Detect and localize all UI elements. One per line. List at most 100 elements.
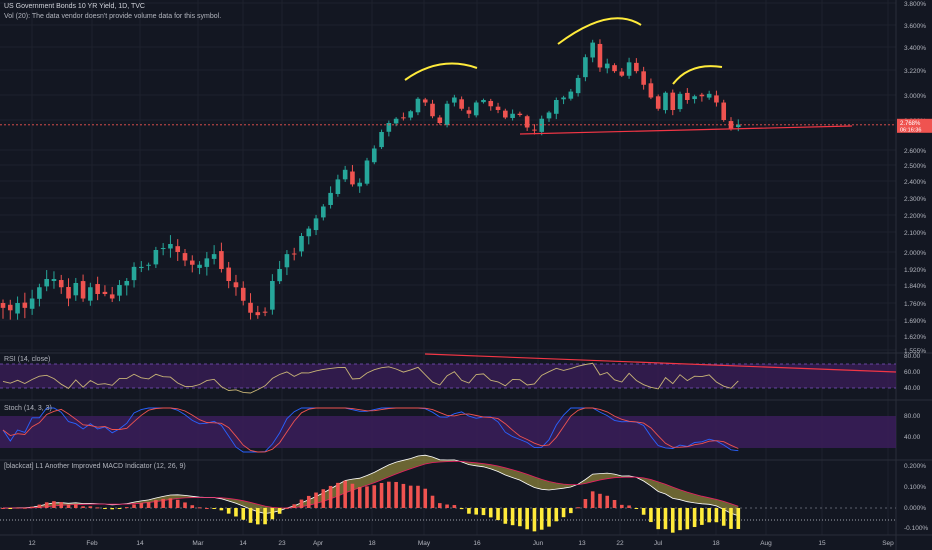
- candle-body: [670, 92, 676, 110]
- time-tick-label: 18: [712, 540, 720, 547]
- macd-histogram-bar: [226, 508, 231, 514]
- macd-histogram-bar: [306, 495, 311, 508]
- macd-histogram-bar: [357, 486, 362, 508]
- price-tick-label: 2.600%: [904, 148, 926, 155]
- macd-histogram-bar: [52, 501, 56, 508]
- candle-body: [44, 279, 49, 287]
- time-tick-label: Aug: [760, 540, 772, 547]
- candle-body: [357, 182, 363, 187]
- time-tick-label: 22: [616, 540, 624, 547]
- candle-body: [714, 95, 719, 103]
- candle-body: [415, 98, 421, 113]
- macd-histogram-bar: [547, 508, 551, 527]
- time-tick-label: 23: [278, 540, 286, 547]
- candle-body: [117, 285, 122, 296]
- time-tick-label: May: [418, 540, 431, 547]
- candle-body: [335, 179, 341, 195]
- macd-histogram-bar: [234, 508, 238, 517]
- candle-body: [721, 102, 727, 120]
- candle-body: [604, 63, 610, 69]
- macd-histogram-bar: [496, 508, 500, 521]
- time-tick-label: 12: [28, 540, 36, 547]
- candle-body: [270, 281, 275, 310]
- time-tick-label: Jun: [533, 540, 544, 547]
- macd-histogram-bar: [685, 508, 690, 530]
- macd-histogram-bar: [729, 508, 733, 529]
- candle-body: [139, 266, 144, 269]
- macd-histogram-bar: [379, 482, 384, 508]
- macd-histogram-bar: [663, 508, 668, 530]
- candle-body: [197, 264, 202, 268]
- candle-body: [575, 77, 581, 94]
- candle-body: [371, 148, 377, 163]
- candle-body: [699, 94, 705, 97]
- time-tick-label: Jul: [654, 540, 663, 547]
- macd-histogram-bar: [343, 480, 347, 508]
- candle-body: [66, 286, 71, 299]
- macd-histogram-bar: [401, 483, 406, 508]
- stoch-tick-label: 80.00: [904, 413, 921, 420]
- macd-histogram-bar: [285, 507, 289, 509]
- price-tick-label: 2.000%: [904, 250, 926, 257]
- candle-body: [677, 93, 683, 110]
- macd-histogram-bar: [670, 508, 675, 533]
- candle-body: [459, 99, 464, 109]
- candle-body: [488, 100, 494, 107]
- macd-histogram-bar: [532, 508, 537, 532]
- price-tick-label: 2.500%: [904, 163, 926, 170]
- macd-histogram-bar: [721, 508, 726, 526]
- macd-histogram-bar: [503, 508, 508, 524]
- macd-histogram-bar: [66, 504, 71, 508]
- macd-histogram-bar: [474, 508, 478, 515]
- candle-body: [444, 103, 450, 125]
- macd-histogram-bar: [678, 508, 682, 531]
- drawings[interactable]: [404, 17, 897, 373]
- time-tick-label: Apr: [313, 540, 324, 547]
- macd-histogram-bar: [488, 508, 493, 518]
- candle-body: [284, 254, 290, 268]
- candle-body: [262, 311, 268, 313]
- candle-body: [655, 96, 661, 109]
- macd-tick-label: 0.000%: [904, 505, 926, 512]
- candle-body: [233, 282, 239, 288]
- macd-histogram-bar: [620, 504, 624, 508]
- macd-histogram-bar: [190, 505, 195, 508]
- candle-body: [452, 97, 457, 103]
- price-tick-label: 1.760%: [904, 301, 926, 308]
- stoch-band: [0, 416, 896, 448]
- candle-body: [321, 206, 326, 218]
- macd-histogram-bar: [387, 481, 391, 508]
- macd-histogram-bar: [154, 500, 158, 508]
- candle-body: [692, 96, 697, 100]
- candle-body: [168, 244, 173, 249]
- price-tick-label: 2.100%: [904, 230, 926, 237]
- candle-body: [517, 113, 523, 115]
- candle-body: [219, 251, 224, 269]
- candle-body: [685, 92, 690, 100]
- price-tick-label: 1.840%: [904, 283, 926, 290]
- rsi-tick-label: 80.00: [904, 353, 921, 360]
- macd-histogram-bar: [372, 485, 377, 508]
- macd-histogram-bar: [554, 508, 559, 522]
- candle-body: [0, 303, 6, 308]
- candle-body: [641, 71, 646, 85]
- candle-body: [51, 279, 57, 282]
- candle-body: [240, 287, 246, 301]
- head-arc: [557, 17, 642, 45]
- candle-body: [532, 129, 537, 131]
- price-tick-label: 1.620%: [904, 334, 926, 341]
- left-shoulder-arc: [404, 62, 478, 81]
- time-tick-label: 14: [136, 540, 144, 547]
- candle-body: [495, 106, 501, 110]
- macd-histogram-bar: [183, 502, 187, 508]
- candle-body: [728, 121, 734, 129]
- candle-body: [277, 269, 282, 282]
- macd-histogram-bar: [124, 507, 129, 509]
- macd-histogram-bar: [707, 508, 711, 523]
- macd-histogram-bar: [430, 495, 435, 508]
- candle-body: [350, 171, 355, 185]
- macd-histogram-bar: [350, 483, 355, 508]
- macd-histogram-bar: [408, 485, 413, 508]
- macd-histogram-bar: [299, 499, 304, 508]
